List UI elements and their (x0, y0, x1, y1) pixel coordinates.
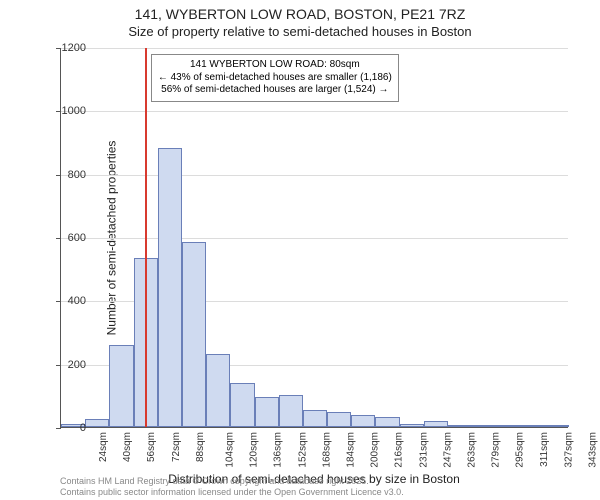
property-marker-line (145, 48, 147, 427)
histogram-bar (230, 383, 254, 427)
chart-area: Number of semi-detached properties 141 W… (60, 48, 568, 428)
title-main: 141, WYBERTON LOW ROAD, BOSTON, PE21 7RZ (0, 6, 600, 24)
x-tick-label: 56sqm (146, 432, 157, 462)
x-tick-label: 120sqm (249, 432, 260, 468)
histogram-bar (521, 425, 545, 427)
histogram-bar (109, 345, 133, 427)
x-tick-label: 263sqm (467, 432, 478, 468)
histogram-bar (424, 421, 448, 427)
x-tick-label: 184sqm (346, 432, 357, 468)
title-sub: Size of property relative to semi-detach… (0, 24, 600, 40)
footer-line1: Contains HM Land Registry data © Crown c… (60, 476, 404, 487)
gridline (61, 111, 568, 112)
x-tick-label: 104sqm (225, 432, 236, 468)
y-tick-label: 800 (46, 169, 86, 181)
histogram-bar (375, 417, 399, 427)
histogram-bar (472, 425, 496, 427)
histogram-bar (158, 148, 182, 427)
annotation-line1: 141 WYBERTON LOW ROAD: 80sqm (158, 59, 392, 72)
x-tick-label: 247sqm (442, 432, 453, 468)
histogram-bar (496, 425, 520, 427)
histogram-bar (400, 424, 424, 427)
x-tick-label: 136sqm (273, 432, 284, 468)
histogram-bar (182, 242, 206, 427)
x-tick-label: 279sqm (491, 432, 502, 468)
x-tick-label: 40sqm (122, 432, 133, 462)
plot-region: 141 WYBERTON LOW ROAD: 80sqm ← 43% of se… (60, 48, 568, 428)
histogram-bar (303, 410, 327, 427)
histogram-bar (545, 425, 569, 427)
footer-line2: Contains public sector information licen… (60, 487, 404, 498)
histogram-bar (327, 412, 351, 427)
x-tick-label: 343sqm (587, 432, 598, 468)
gridline (61, 175, 568, 176)
x-tick-label: 327sqm (563, 432, 574, 468)
histogram-bar (448, 425, 472, 427)
histogram-bar (255, 397, 279, 427)
histogram-bar (85, 419, 109, 427)
x-tick-label: 216sqm (394, 432, 405, 468)
y-tick-label: 1000 (46, 105, 86, 117)
y-tick-label: 1200 (46, 42, 86, 54)
histogram-bar (206, 354, 230, 427)
x-tick-label: 88sqm (195, 432, 206, 462)
x-tick-label: 24sqm (98, 432, 109, 462)
x-tick-label: 152sqm (297, 432, 308, 468)
y-tick-label: 400 (46, 295, 86, 307)
histogram-bar (351, 415, 375, 427)
x-tick-label: 311sqm (538, 432, 549, 467)
x-tick-label: 231sqm (418, 432, 429, 468)
x-tick-label: 295sqm (515, 432, 526, 468)
chart-title-block: 141, WYBERTON LOW ROAD, BOSTON, PE21 7RZ… (0, 0, 600, 40)
y-tick-label: 200 (46, 359, 86, 371)
y-tick-label: 0 (46, 422, 86, 434)
x-tick-label: 168sqm (321, 432, 332, 468)
y-tick-label: 600 (46, 232, 86, 244)
gridline (61, 48, 568, 49)
annotation-line2: ← 43% of semi-detached houses are smalle… (158, 72, 392, 85)
x-tick-label: 200sqm (370, 432, 381, 468)
gridline (61, 238, 568, 239)
annotation-line3: 56% of semi-detached houses are larger (… (158, 84, 392, 97)
marker-annotation: 141 WYBERTON LOW ROAD: 80sqm ← 43% of se… (151, 54, 399, 102)
x-tick-label: 72sqm (171, 432, 182, 462)
histogram-bar (279, 395, 303, 427)
attribution-footer: Contains HM Land Registry data © Crown c… (60, 476, 404, 498)
